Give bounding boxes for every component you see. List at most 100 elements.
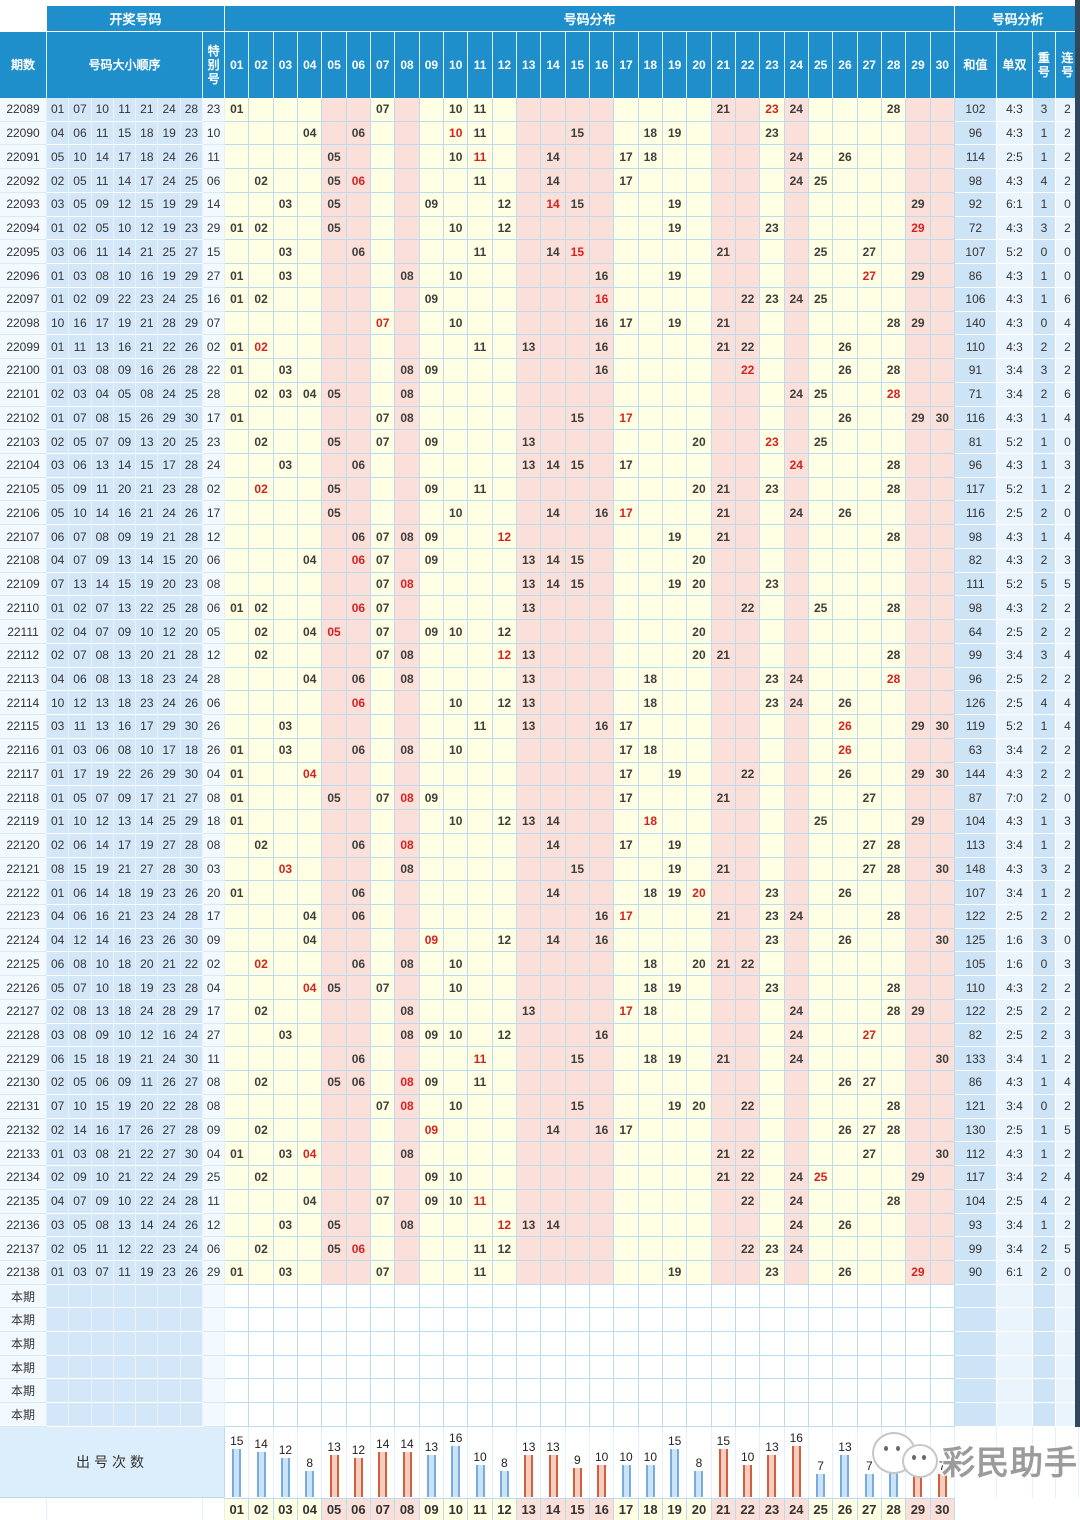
dist-cell (590, 1237, 615, 1261)
drawn-number-cell: 02 (47, 169, 70, 193)
dist-cell (881, 762, 907, 787)
drawn-number-cell: 17 (158, 454, 181, 478)
dist-cell: 28 (881, 857, 907, 882)
drawn-number-cell: 21 (136, 311, 159, 336)
drawn-number-cell (69, 1332, 92, 1356)
dist-cell (735, 1379, 761, 1404)
dist-cell (517, 620, 542, 644)
sum-cell: 90 (954, 1260, 997, 1285)
sum-cell: 112 (954, 1142, 997, 1167)
dist-cell (249, 1284, 274, 1309)
dist-cell (249, 738, 274, 763)
dist-cell (808, 786, 834, 811)
dist-cell (249, 406, 274, 431)
repeat-cell: 1 (1032, 1047, 1056, 1072)
dist-cell (346, 430, 372, 455)
dist-cell (881, 881, 907, 905)
dist-cell (468, 691, 493, 716)
dist-cell (808, 1189, 834, 1214)
dist-cell (371, 216, 396, 241)
frequency-bar (816, 1474, 826, 1497)
sum-cell: 140 (954, 311, 997, 336)
dist-cell (395, 145, 420, 170)
dist-column-header: 05 (322, 32, 347, 98)
drawn-number-cell: 10 (91, 976, 114, 1000)
dist-cell: 16 (590, 501, 615, 526)
dist-cell (249, 1379, 274, 1404)
drawn-number-cell: 09 (91, 287, 114, 312)
dist-cell (444, 857, 469, 882)
dist-cell (395, 881, 420, 905)
dist-cell (857, 169, 882, 193)
drawn-number-cell (113, 1379, 137, 1404)
dist-cell: 21 (711, 643, 736, 668)
dist-cell (614, 548, 639, 573)
table-row: 22091 05 10 14 17 18 24 26 11 05 10 11 14 17 18 24 26 114… (0, 145, 1080, 170)
dist-cell (541, 762, 566, 787)
dist-cell (857, 952, 882, 977)
dist-cell (711, 1284, 736, 1309)
dist-cell (346, 311, 372, 336)
dist-cell: 11 (468, 1047, 493, 1072)
period-cell: 本期 (0, 1308, 47, 1333)
frequency-bar (840, 1455, 850, 1497)
dist-cell: 02 (249, 620, 274, 644)
period-cell: 22124 (0, 928, 47, 953)
dist-cell (444, 1260, 469, 1285)
drawn-number-cell (113, 1308, 137, 1333)
dist-cell (614, 335, 639, 360)
dist-cell (492, 1071, 518, 1095)
dist-cell (614, 1355, 639, 1380)
dist-cell (711, 1237, 736, 1261)
dist-cell (492, 311, 518, 336)
dist-cell (322, 406, 347, 431)
drawn-number-cell: 06 (69, 833, 92, 858)
dist-cell (833, 525, 858, 549)
dist-cell: 03 (273, 857, 299, 882)
dist-cell (760, 1071, 785, 1095)
dist-cell (930, 287, 955, 312)
period-cell: 22093 (0, 192, 47, 217)
dist-cell (833, 430, 858, 455)
dist-cell (808, 501, 834, 526)
dist-cell (517, 1118, 542, 1143)
dist-cell (419, 715, 445, 739)
drawn-number-cell (69, 1379, 92, 1404)
drawn-number-cell: 07 (69, 643, 92, 668)
dist-cell (687, 1142, 712, 1167)
dist-cell (298, 1166, 323, 1190)
frequency-column: 7 (930, 1426, 955, 1498)
dist-cell (419, 952, 445, 977)
dist-cell (468, 1213, 493, 1238)
table-row: 22138 01 03 07 11 19 23 26 29 01 03 07 11 19 23 26 29 90 6… (0, 1260, 1080, 1285)
repeat-cell: 2 (1032, 762, 1056, 787)
drawn-number-cell: 06 (47, 525, 70, 549)
dist-cell: 09 (419, 1118, 445, 1143)
dist-cell: 11 (468, 1189, 493, 1214)
dist-cell (662, 620, 688, 644)
dist-cell: 24 (784, 169, 809, 193)
dist-cell: 25 (808, 240, 834, 265)
dist-cell (760, 1403, 785, 1427)
dist-cell (590, 952, 615, 977)
dist-cell (444, 762, 469, 787)
dist-cell (930, 572, 955, 597)
sum-cell: 130 (954, 1118, 997, 1143)
drawn-number-cell: 12 (91, 810, 114, 834)
dist-cell (638, 1118, 663, 1143)
drawn-number-cell: 09 (91, 548, 114, 573)
table-row: 22128 03 08 09 10 12 16 24 27 03 08 09 10 12 16 24 27 82 2… (0, 1023, 1080, 1048)
special-number-cell: 29 (203, 216, 226, 241)
odd-even-cell: 4:3 (996, 98, 1033, 122)
scrollbar-strip[interactable] (1075, 0, 1080, 1427)
dist-cell: 10 (444, 216, 469, 241)
dist-cell (298, 145, 323, 170)
dist-cell (298, 477, 323, 502)
drawn-number-cell: 16 (136, 359, 159, 383)
dist-cell (735, 1213, 761, 1238)
dist-cell (906, 477, 931, 502)
dist-cell (881, 691, 907, 716)
drawn-number-cell: 21 (136, 335, 159, 360)
frequency-bar (451, 1445, 461, 1497)
dist-cell (322, 715, 347, 739)
